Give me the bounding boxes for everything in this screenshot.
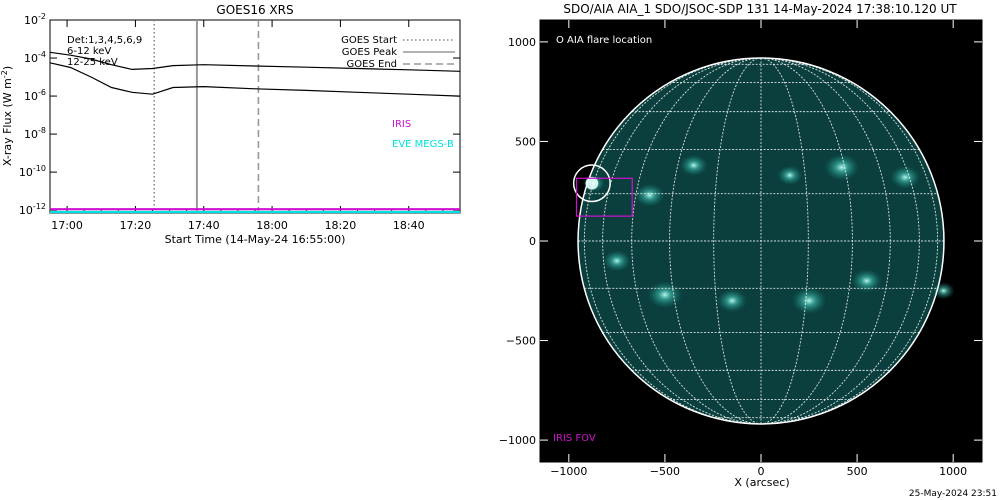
goes-y-tick-base: 10 [24, 128, 38, 141]
aia-overlays [572, 164, 633, 217]
aia-x-tick-label: 1000 [939, 465, 967, 478]
aia-x-tick-label: 500 [847, 465, 868, 478]
goes-event-lines [153, 20, 260, 213]
goes-y-tick-exp: -4 [38, 50, 46, 59]
goes-legend-label: GOES Peak [342, 47, 397, 58]
flare-location-circle [572, 164, 611, 203]
goes-x-tick-label: 18:20 [325, 219, 357, 232]
goes-y-tick-exp: -10 [33, 164, 46, 173]
goes-legend-label: GOES End [347, 59, 397, 70]
bright-region [717, 289, 748, 313]
goes-channel-label: 12-25 keV [67, 57, 118, 68]
aia-x-tick-label: −500 [650, 465, 680, 478]
goes-y-tick-label: 10-6 [24, 88, 46, 103]
bright-region [634, 183, 665, 207]
timestamp: 25-May-2024 23:51 [909, 489, 997, 499]
goes-plot: 17:00 17:20 17:40 18:00 18:20 18:4010-210-410… [19, 12, 461, 232]
goes-x-axis-title: Start Time (14-May-24 16:55:00) [165, 233, 346, 246]
goes-y-tick-label: 10-10 [19, 164, 46, 179]
heliographic-grid [578, 57, 944, 425]
goes-series [49, 51, 461, 214]
aia-y-tick-label: 500 [515, 135, 536, 148]
bright-region [791, 287, 827, 315]
aia-y-tick-label: −1000 [499, 434, 536, 447]
aia-ticks: −1000 −500 0 500 1000 1000 500 0 −500 −1000 [499, 20, 982, 478]
goes-y-tick-base: 10 [24, 14, 38, 27]
goes-x-tick-label: 17:20 [120, 219, 152, 232]
bright-region [603, 250, 631, 272]
goes-x-tick-label: 18:40 [393, 219, 425, 232]
longitude-line [631, 57, 762, 425]
goes-y-tick-label: 10-8 [24, 126, 46, 141]
aia-y-tick-label: 1000 [508, 36, 536, 49]
goes-legend-label: GOES Start [341, 35, 397, 46]
goes-y-tick-base: 10 [19, 204, 33, 217]
bright-region [890, 165, 921, 189]
bright-region [777, 165, 803, 185]
longitude-line [713, 57, 762, 425]
goes-y-tick-exp: -8 [38, 126, 46, 135]
goes-plot-frame [49, 19, 461, 214]
goes-instrument-label: EVE MEGS-B [392, 139, 454, 150]
goes-y-tick-base: 10 [24, 90, 38, 103]
goes-x-tick-label: 17:00 [51, 219, 83, 232]
goes-y-tick-label: 10-2 [24, 12, 46, 27]
bright-region [679, 154, 708, 176]
goes-title: GOES16 XRS [216, 3, 293, 17]
aia-x-axis-title: X (arcsec) [734, 476, 789, 489]
aia-title: SDO/AIA AIA_1 SDO/JSOC-SDP 131 14-May-20… [563, 2, 957, 16]
iris-fov-label: IRIS FOV [553, 433, 596, 444]
longitude-line [760, 57, 809, 425]
goes-y-tick-label: 10-12 [19, 202, 46, 217]
goes-y-tick-base: 10 [24, 52, 38, 65]
aia-y-tick-label: 0 [529, 235, 536, 248]
goes-x-tick-label: 17:40 [188, 219, 220, 232]
aia-y-tick-label: −500 [506, 335, 536, 348]
longitude-line [584, 57, 762, 425]
goes-y-tick-exp: -12 [33, 202, 46, 211]
bright-region [647, 281, 683, 309]
goes-series-line [49, 51, 461, 72]
longitude-line [760, 57, 920, 425]
goes-channel-label: 6-12 keV [67, 46, 111, 57]
goes-y-tick-base: 10 [19, 166, 33, 179]
goes-y-axis-title-end: ) [1, 66, 14, 70]
goes-ticks: 17:00 17:20 17:40 18:00 18:20 18:4010-210-410… [19, 12, 461, 232]
goes-instrument-labels: IRIS EVE MEGS-B [392, 119, 454, 150]
flare-location-label: O AIA flare location [556, 35, 652, 46]
longitude-line [669, 57, 762, 425]
solar-limb [577, 57, 945, 425]
goes-y-tick-exp: -2 [38, 12, 46, 21]
bright-region [851, 269, 882, 293]
goes-y-tick-label: 10-4 [24, 50, 46, 65]
flare-core [585, 176, 599, 190]
aia-x-tick-label: −1000 [550, 465, 587, 478]
aia-x-tick-label: 0 [758, 465, 765, 478]
goes-series-line [49, 62, 461, 97]
longitude-line [602, 57, 762, 425]
iris-fov-box [575, 177, 633, 217]
aia-image: −1000 −500 0 500 1000 1000 500 0 −500 −1000 O AIA… [499, 19, 983, 478]
goes-instrument-label: IRIS [392, 119, 411, 130]
longitude-line [760, 57, 891, 425]
longitude-line [760, 57, 853, 425]
goes-x-tick-label: 18:00 [256, 219, 288, 232]
goes-y-axis-title-sup: -2 [0, 70, 9, 78]
goes-y-axis-title: X-ray Flux (W m-2) [0, 66, 14, 166]
goes-y-axis-title-main: X-ray Flux (W m [1, 78, 14, 166]
bright-region [824, 153, 860, 181]
goes-channel-label: Det:1,3,4,5,6,9 [67, 35, 142, 46]
longitude-line [760, 57, 938, 425]
goes-y-tick-exp: -6 [38, 88, 46, 97]
